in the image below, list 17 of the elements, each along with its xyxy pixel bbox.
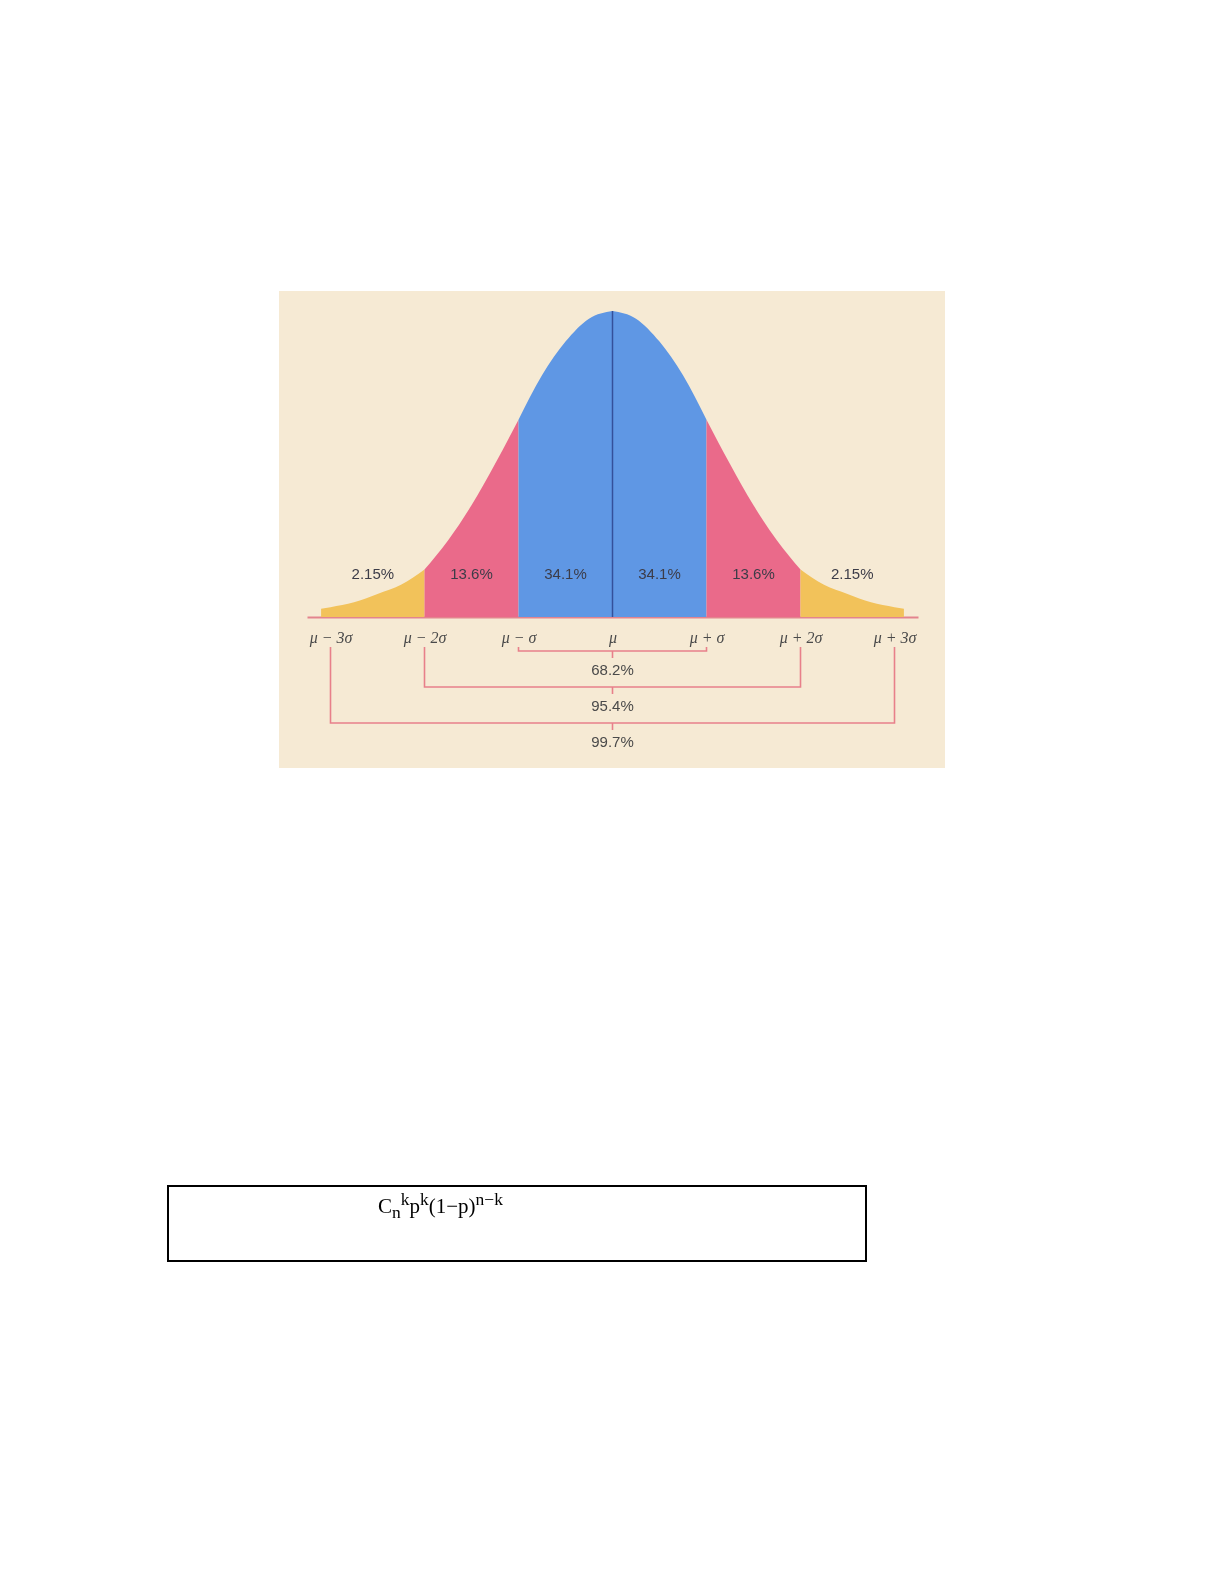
text: 95.4% bbox=[591, 697, 634, 714]
x-tick-label: μ − 2σ bbox=[402, 628, 448, 647]
annotation: 34.1% bbox=[638, 565, 681, 582]
text: 68.2% bbox=[591, 661, 634, 678]
annotation: 13.6% bbox=[450, 565, 493, 582]
text: 99.7% bbox=[591, 733, 634, 750]
annotation: 2.15% bbox=[830, 565, 874, 582]
x-tick-label: μ + 2σ bbox=[778, 628, 824, 647]
text: C$_{n}$$^{k}$p$^{k}$(1−p)$^{n−k}$ bbox=[378, 1189, 503, 1224]
x-tick-label: μ + 3σ bbox=[872, 628, 918, 647]
x-tick-label: μ bbox=[607, 628, 618, 647]
x-tick-label: μ + σ bbox=[688, 628, 726, 647]
annotation: 13.6% bbox=[732, 565, 775, 582]
x-tick-label: μ − σ bbox=[500, 628, 538, 647]
annotation: 34.1% bbox=[544, 565, 587, 582]
x-tick-label: μ − 3σ bbox=[308, 628, 354, 647]
annotation: 2.15% bbox=[351, 565, 395, 582]
